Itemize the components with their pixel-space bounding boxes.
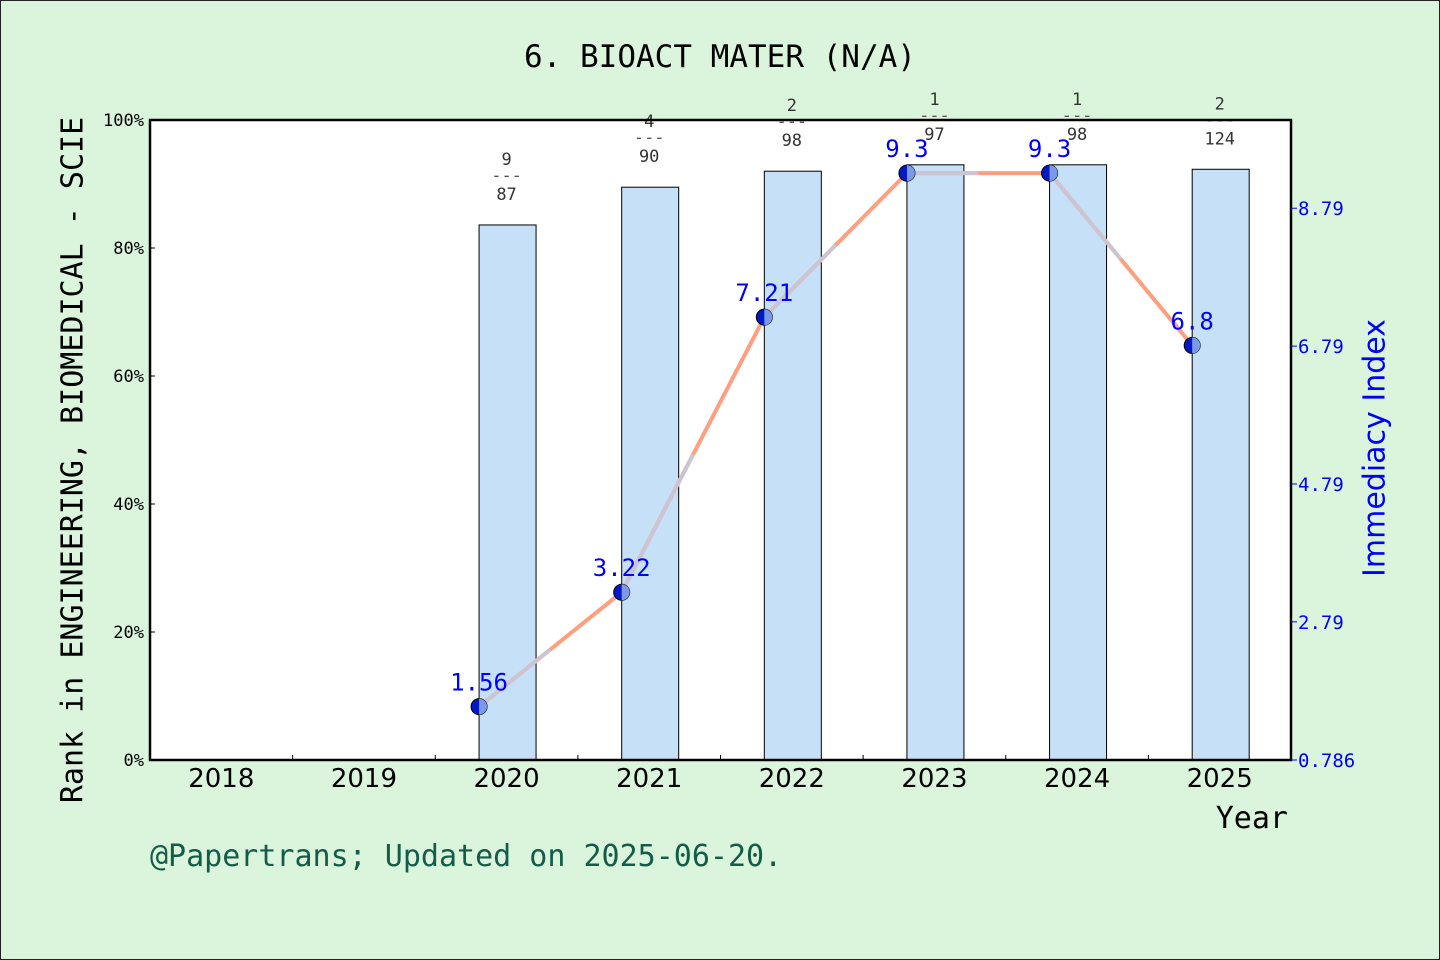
y-tick-label: 20%	[113, 623, 144, 643]
y2-tick-label: 2.79	[1298, 612, 1344, 634]
y-axis-label: Rank in ENGINEERING, BIOMEDICAL - SCIE	[56, 117, 91, 803]
y-tick-label: 100%	[103, 111, 144, 131]
y-tick-label: 60%	[113, 367, 144, 387]
chart-marks: 9---874---902---981---971---982---1241.5…	[450, 90, 1250, 761]
footer-credit: @Papertrans; Updated on 2025-06-20.	[150, 839, 782, 874]
rank-total: 98	[1067, 125, 1087, 145]
chart-title: 6. BIOACT MATER (N/A)	[524, 39, 916, 75]
x-axis-label: Year	[1216, 801, 1288, 836]
bar-2021	[621, 186, 680, 761]
rank-total: 98	[782, 131, 802, 151]
rank-total: 124	[1204, 129, 1235, 149]
x-tick-label: 2023	[901, 764, 967, 794]
rank-label: 4	[644, 112, 654, 132]
y2-tick-label: 0.786	[1298, 750, 1355, 772]
rank-total: 97	[924, 125, 944, 145]
x-tick-label: 2025	[1187, 764, 1253, 794]
immediacy-point-half	[1049, 165, 1058, 182]
bar-2023	[906, 164, 965, 761]
y-tick-label: 0%	[124, 751, 144, 771]
immediacy-point-half	[621, 584, 630, 601]
immediacy-value-label: 3.22	[593, 554, 651, 582]
rank-divider: ---	[1062, 106, 1093, 126]
immediacy-point-half	[1192, 337, 1201, 354]
rank-divider: ---	[776, 112, 807, 132]
immediacy-value-label: 9.3	[1028, 135, 1071, 163]
immediacy-line-overlay	[619, 453, 695, 594]
y-tick-label: 40%	[113, 495, 144, 515]
immediacy-value-label: 9.3	[885, 135, 928, 163]
rank-label: 1	[929, 90, 939, 110]
immediacy-value-label: 1.56	[450, 669, 508, 697]
bar-2022	[763, 170, 822, 761]
bar-2024	[1049, 164, 1108, 761]
immediacy-point-half	[906, 165, 915, 182]
x-tick-label: 2018	[188, 764, 254, 794]
immediacy-point-half	[479, 698, 488, 715]
immediacy-line-overlay	[477, 647, 552, 709]
immediacy-line-overlay	[1048, 171, 1123, 261]
y2-tick-label: 8.79	[1298, 198, 1344, 220]
y2-tick-label: 6.79	[1298, 336, 1344, 358]
rank-total: 90	[639, 147, 659, 167]
rank-divider: ---	[919, 106, 950, 126]
immediacy-value-label: 7.21	[735, 279, 793, 307]
rank-divider: ---	[634, 128, 665, 148]
rank-label: 2	[787, 96, 797, 116]
immediacy-value-label: 6.8	[1171, 307, 1214, 335]
plot-area	[150, 120, 1291, 760]
rank-total: 87	[496, 185, 516, 205]
x-tick-label: 2024	[1044, 764, 1110, 794]
x-tick-label: 2021	[616, 764, 682, 794]
rank-label: 2	[1215, 94, 1225, 114]
x-tick-label: 2019	[331, 764, 397, 794]
y2-axis-label: Immediacy Index	[1358, 319, 1393, 577]
rank-label: 9	[501, 150, 511, 170]
x-tick-label: 2022	[759, 764, 825, 794]
immediacy-line-overlay	[762, 243, 838, 319]
y2-tick-label: 4.79	[1298, 474, 1344, 496]
y-tick-label: 80%	[113, 239, 144, 259]
rank-divider: ---	[491, 166, 522, 186]
immediacy-point-half	[764, 309, 773, 326]
bar-2025	[1191, 168, 1250, 761]
x-tick-label: 2020	[473, 764, 539, 794]
rank-label: 1	[1072, 90, 1082, 110]
